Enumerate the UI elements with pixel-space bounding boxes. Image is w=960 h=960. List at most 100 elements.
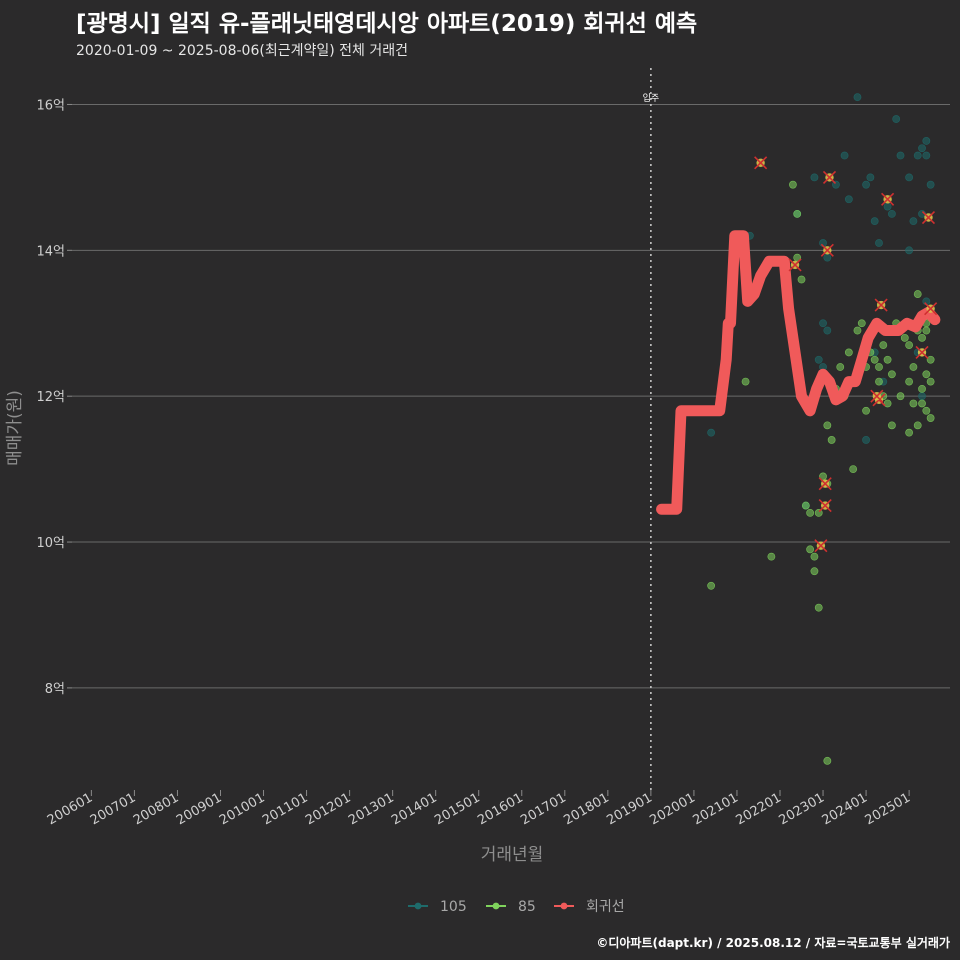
outlier-marker bbox=[818, 499, 832, 513]
point-85 bbox=[810, 552, 819, 561]
point-105 bbox=[823, 326, 832, 335]
point-85 bbox=[918, 384, 926, 393]
point-85 bbox=[797, 275, 806, 284]
point-85 bbox=[896, 392, 905, 401]
point-85 bbox=[905, 377, 914, 386]
legend-dot bbox=[560, 902, 568, 910]
y-tick-label: 16억 bbox=[36, 98, 65, 113]
legend-dot bbox=[492, 902, 500, 910]
point-85 bbox=[814, 603, 823, 612]
point-85 bbox=[862, 406, 870, 415]
outlier-cross-b bbox=[820, 243, 834, 257]
point-85 bbox=[918, 333, 926, 342]
outlier-marker bbox=[870, 389, 884, 403]
outlier-marker bbox=[921, 210, 936, 225]
outlier-cross-b bbox=[872, 393, 886, 407]
scatter-points bbox=[707, 93, 935, 765]
x-tick-label: 201201 bbox=[303, 790, 353, 828]
credit-line: ©디아파트(dapt.kr) / 2025.08.12 / 자료=국토교통부 실… bbox=[596, 936, 950, 950]
y-tick-label: 14억 bbox=[36, 244, 65, 259]
point-85 bbox=[926, 355, 935, 364]
point-85 bbox=[879, 341, 888, 350]
outlier-cross-b bbox=[924, 302, 938, 316]
point-85 bbox=[849, 465, 858, 474]
point-105 bbox=[922, 137, 931, 145]
point-85 bbox=[789, 180, 797, 189]
point-105 bbox=[840, 151, 849, 160]
point-105 bbox=[819, 319, 827, 328]
regression-path bbox=[656, 230, 941, 515]
regression-line bbox=[656, 230, 941, 515]
legend-label: 85 bbox=[518, 899, 536, 915]
legend-item-2: 회귀선 bbox=[554, 899, 625, 915]
legend: 105 85 회귀선 bbox=[408, 899, 625, 915]
outlier-marker bbox=[924, 302, 938, 316]
legend-label: 105 bbox=[440, 899, 467, 915]
point-85 bbox=[905, 428, 914, 437]
outlier-cross-b bbox=[822, 170, 837, 184]
point-85 bbox=[883, 399, 892, 408]
x-axis-label: 거래년월 bbox=[481, 845, 544, 865]
x-tick-label: 202501 bbox=[863, 790, 913, 828]
x-tick-label: 201301 bbox=[346, 790, 396, 828]
point-105 bbox=[918, 144, 926, 153]
point-85 bbox=[909, 363, 918, 371]
point-105 bbox=[892, 115, 901, 123]
x-tick-label: 201101 bbox=[260, 790, 310, 828]
point-85 bbox=[819, 472, 827, 481]
x-tick-label: 201901 bbox=[604, 790, 654, 828]
chart-title: [광명시] 일직 유-플래닛태영데시앙 아파트(2019) 회귀선 예측 bbox=[76, 11, 698, 37]
outlier-cross-b bbox=[881, 192, 895, 206]
point-85 bbox=[810, 567, 819, 576]
point-85 bbox=[913, 290, 922, 298]
point-85 bbox=[926, 377, 935, 386]
point-105 bbox=[866, 173, 875, 182]
point-85 bbox=[875, 377, 883, 386]
x-tick-label: 202001 bbox=[647, 790, 697, 828]
point-105 bbox=[926, 180, 935, 189]
outlier-cross-b bbox=[788, 258, 802, 272]
legend-dot bbox=[414, 902, 422, 910]
point-105 bbox=[896, 151, 905, 160]
point-85 bbox=[918, 399, 926, 408]
point-85 bbox=[875, 363, 883, 371]
legend-item-0: 105 bbox=[408, 899, 467, 915]
point-85 bbox=[887, 421, 896, 430]
x-tick-label: 201401 bbox=[389, 790, 439, 828]
point-105 bbox=[853, 93, 862, 102]
x-tick-label: 200601 bbox=[45, 790, 95, 828]
point-85 bbox=[707, 581, 716, 590]
x-tick-label: 202101 bbox=[690, 790, 740, 828]
point-105 bbox=[913, 151, 922, 160]
outlier-cross-b bbox=[818, 499, 832, 513]
x-tick-label: 200701 bbox=[88, 790, 138, 828]
legend-label: 회귀선 bbox=[586, 899, 625, 915]
point-105 bbox=[823, 253, 832, 262]
point-105 bbox=[862, 180, 870, 189]
point-85 bbox=[793, 209, 802, 218]
point-105 bbox=[905, 173, 914, 182]
point-105 bbox=[810, 173, 819, 182]
outlier-cross-b bbox=[818, 477, 832, 491]
x-tick-label: 201001 bbox=[217, 790, 267, 828]
outlier-marker bbox=[822, 170, 837, 184]
point-85 bbox=[857, 319, 866, 328]
outlier-cross-b bbox=[814, 539, 828, 553]
grid-lines bbox=[72, 103, 950, 689]
x-tick-label: 202301 bbox=[777, 790, 827, 828]
annotation-line: 입주 bbox=[643, 68, 659, 790]
legend-item-1: 85 bbox=[486, 899, 536, 915]
point-85 bbox=[741, 377, 750, 386]
y-axis-ticks: 8억 10억 12억 14억 16억 bbox=[36, 98, 72, 697]
point-85 bbox=[922, 370, 931, 379]
outlier-marker bbox=[915, 345, 929, 359]
outlier-marker bbox=[881, 192, 895, 206]
point-105 bbox=[918, 392, 926, 401]
outlier-marker bbox=[820, 243, 834, 257]
point-85 bbox=[823, 756, 832, 765]
point-85 bbox=[870, 355, 879, 364]
point-105 bbox=[707, 428, 716, 437]
point-85 bbox=[767, 552, 776, 561]
outlier-cross-b bbox=[754, 156, 768, 170]
